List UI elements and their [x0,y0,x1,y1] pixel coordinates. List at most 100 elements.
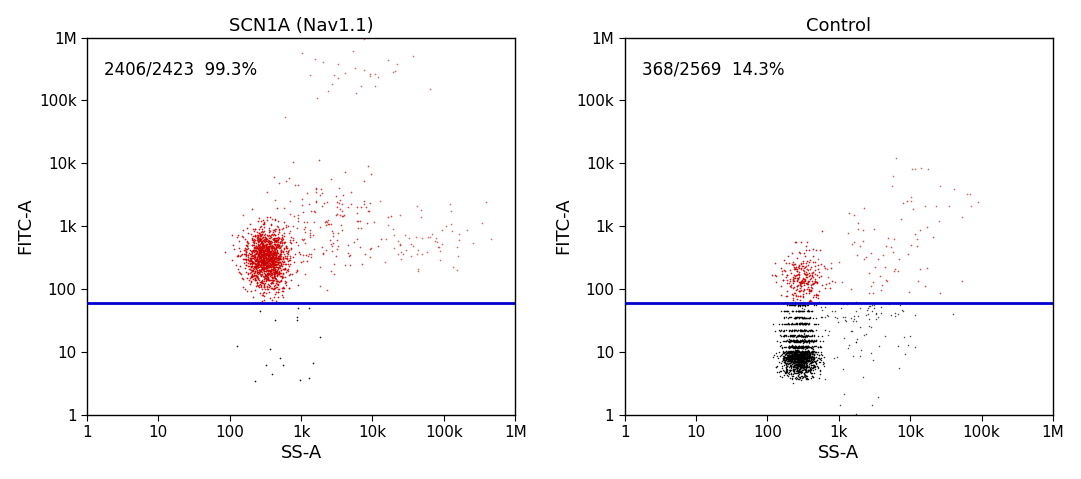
Point [252,231,269,239]
Point [795,354,812,362]
Point [271,239,289,246]
Point [795,342,812,350]
Point [789,363,806,370]
Point [792,354,810,361]
Point [276,245,293,252]
Point [793,352,811,360]
Point [249,253,266,261]
Point [796,349,813,357]
Point [803,272,820,280]
Point [254,263,271,271]
Point [267,290,284,298]
Point [255,253,272,261]
Point [797,352,814,360]
Point [253,266,270,274]
Point [282,239,299,247]
Point [789,337,806,345]
Point [795,339,812,346]
Point [787,354,804,361]
Point [799,356,816,364]
Point [258,261,276,269]
Point [242,266,259,274]
Point [788,274,805,282]
Point [258,274,276,282]
Point [268,238,285,245]
Point [230,251,248,259]
Point [256,288,273,296]
Point [785,353,802,361]
Point [259,251,277,259]
Point [259,256,277,264]
Point [772,331,789,339]
Point [800,314,817,321]
Point [245,239,263,246]
Point [258,282,276,289]
Point [800,332,817,340]
Point [241,274,258,281]
Point [265,250,282,257]
Point [251,281,268,289]
Point [793,320,811,328]
Point [799,357,816,365]
Point [242,262,259,270]
Point [775,327,792,334]
Point [796,319,813,327]
Point [250,225,267,233]
Point [248,246,265,254]
Point [255,256,272,263]
Point [791,356,809,364]
Point [270,226,288,234]
Point [789,355,806,363]
Point [268,241,285,249]
Point [780,355,798,363]
Point [787,349,804,356]
Point [857,253,875,261]
Point [801,351,818,359]
Point [246,267,264,275]
Point [800,353,817,361]
Point [269,256,286,264]
Point [782,352,799,360]
Point [785,332,802,340]
Point [238,245,255,253]
Point [265,253,282,261]
Point [252,243,269,251]
Point [253,243,270,251]
Point [789,351,806,359]
Point [268,243,285,251]
Point [796,355,813,363]
Point [267,272,284,280]
Point [775,332,792,340]
Point [792,319,810,327]
Point [790,366,808,374]
Point [266,260,283,267]
Point [243,260,261,267]
Point [784,258,801,266]
Point [266,255,283,263]
Point [796,267,813,274]
Point [786,361,803,369]
Point [790,368,808,376]
Point [803,347,820,355]
Point [791,364,809,371]
Point [266,254,283,262]
Point [258,262,276,270]
Point [277,113,294,120]
Point [295,208,312,216]
Point [263,253,280,261]
Point [797,247,814,254]
Point [273,287,291,295]
Point [803,358,820,366]
Point [248,255,265,263]
Point [792,359,810,366]
Point [269,265,286,273]
Point [266,271,283,278]
Point [784,358,801,366]
Point [787,354,804,362]
Point [272,236,290,243]
Point [790,350,808,358]
Point [259,246,277,254]
Point [808,359,825,367]
Point [788,362,805,369]
Point [783,343,800,351]
